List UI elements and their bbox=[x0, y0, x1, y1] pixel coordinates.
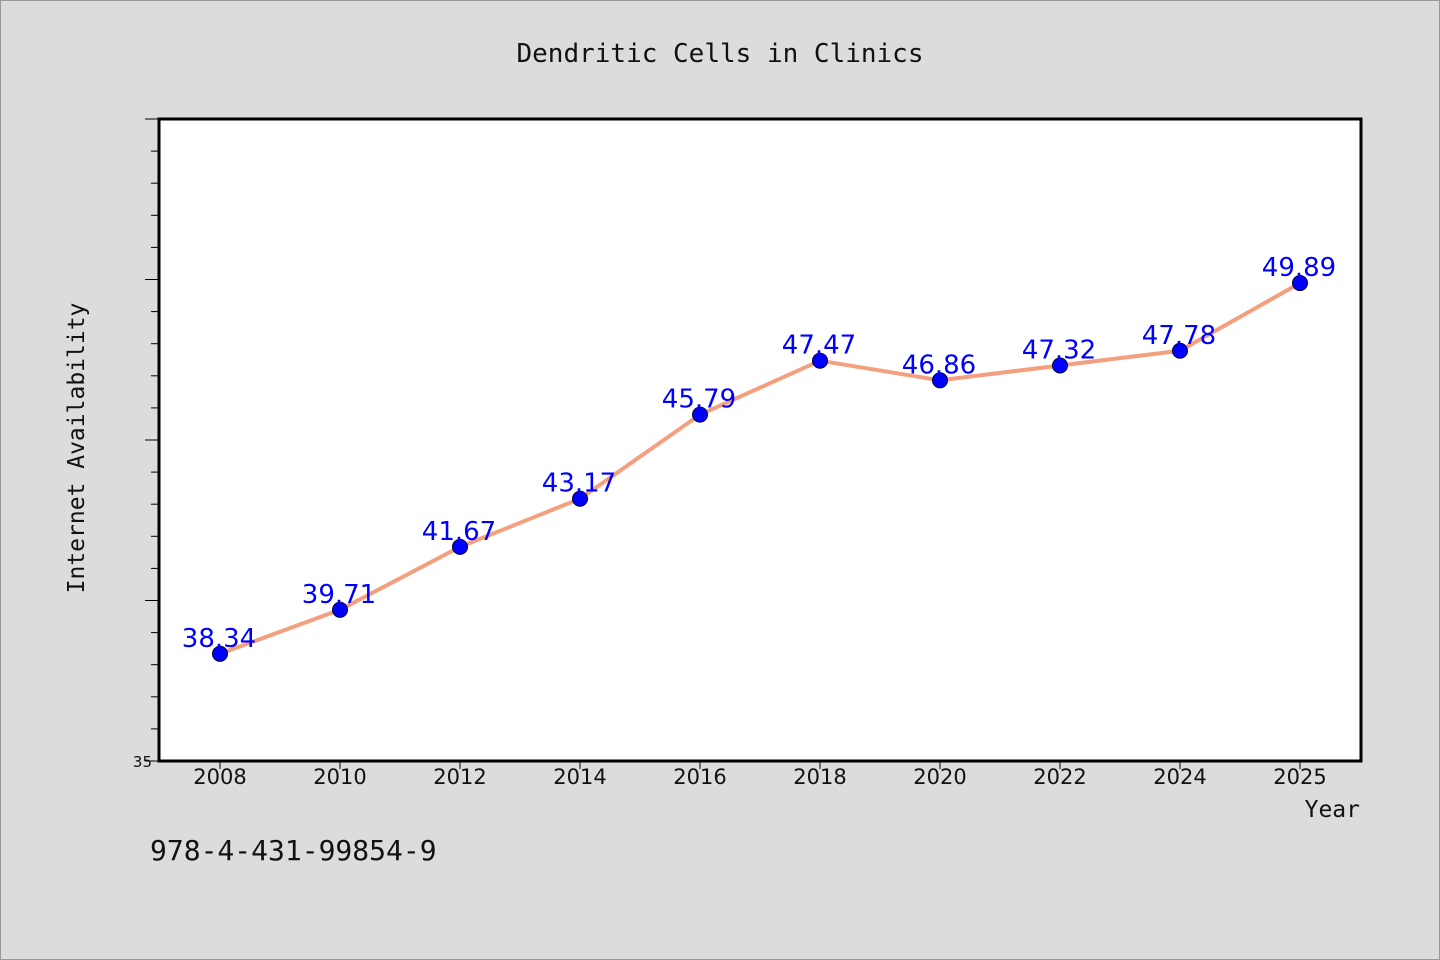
data-points bbox=[212, 275, 1308, 662]
y-axis-ticks bbox=[145, 118, 159, 762]
data-label: 47.32 bbox=[1022, 336, 1096, 366]
x-tick-label: 2018 bbox=[793, 765, 846, 789]
data-label: 38.34 bbox=[182, 624, 256, 654]
data-point bbox=[932, 372, 948, 389]
y-tick-label: 35 bbox=[133, 753, 152, 771]
x-tick-label: 2025 bbox=[1273, 765, 1326, 789]
x-tick-label: 2012 bbox=[433, 765, 486, 789]
x-tick-label: 2020 bbox=[913, 765, 966, 789]
x-axis-ticks bbox=[219, 761, 1301, 769]
series-polyline bbox=[219, 281, 1301, 656]
x-tick-label: 2014 bbox=[553, 765, 606, 789]
footnote-isbn: 978-4-431-99854-9 bbox=[150, 834, 437, 867]
x-tick-labels: 2008 2010 2012 2014 2016 2018 2020 2022 2024 2025 bbox=[193, 765, 1326, 789]
data-label: 49.89 bbox=[1262, 253, 1336, 283]
x-tick-label: 2022 bbox=[1033, 765, 1086, 789]
data-point bbox=[812, 352, 828, 369]
x-tick-label: 2016 bbox=[673, 765, 726, 789]
data-label: 43.17 bbox=[542, 469, 616, 499]
data-point bbox=[572, 490, 588, 507]
data-point bbox=[692, 406, 708, 423]
data-label: 45.79 bbox=[662, 385, 736, 415]
data-label: 41.67 bbox=[422, 517, 496, 547]
data-labels: 38.34 39.71 41.67 43.17 45.79 47.47 46.86 47.32… bbox=[182, 253, 1336, 654]
data-label: 47.47 bbox=[782, 331, 856, 361]
data-label: 39.71 bbox=[302, 580, 376, 610]
series-line bbox=[219, 281, 1301, 656]
data-point bbox=[452, 538, 468, 555]
x-tick-label: 2024 bbox=[1153, 765, 1206, 789]
chart-title: Dendritic Cells in Clinics bbox=[517, 39, 924, 69]
data-point bbox=[1292, 275, 1308, 292]
data-point bbox=[1172, 342, 1188, 359]
y-axis-label: Internet Availability bbox=[64, 303, 90, 594]
x-axis-label: Year bbox=[1305, 797, 1360, 823]
data-point bbox=[212, 645, 228, 662]
data-point bbox=[1052, 357, 1068, 374]
data-point bbox=[332, 601, 348, 618]
data-label: 46.86 bbox=[902, 350, 976, 380]
x-tick-label: 2010 bbox=[313, 765, 366, 789]
plot-area bbox=[157, 117, 1363, 763]
data-label: 47.78 bbox=[1142, 321, 1216, 351]
x-tick-label: 2008 bbox=[193, 765, 246, 789]
